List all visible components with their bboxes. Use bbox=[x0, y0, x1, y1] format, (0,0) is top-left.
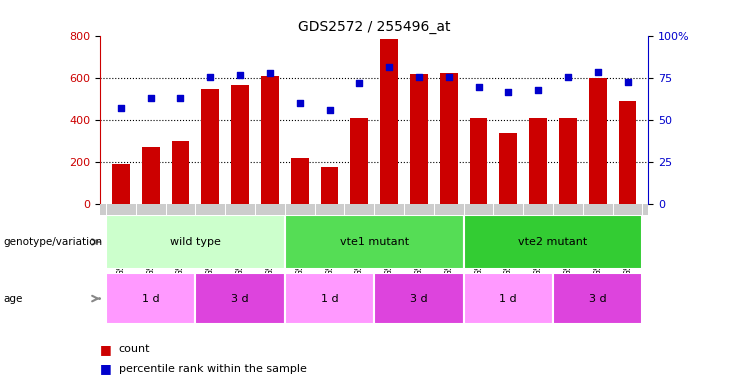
Bar bbox=[285, 215, 464, 269]
Title: GDS2572 / 255496_at: GDS2572 / 255496_at bbox=[298, 20, 451, 34]
Text: wild type: wild type bbox=[170, 237, 221, 247]
Point bbox=[234, 72, 246, 78]
Bar bbox=[261, 76, 279, 204]
Bar bbox=[589, 78, 607, 204]
Bar bbox=[172, 141, 190, 204]
Bar bbox=[196, 273, 285, 324]
Point bbox=[443, 73, 455, 79]
Point bbox=[144, 95, 156, 101]
Bar bbox=[112, 164, 130, 204]
Point bbox=[502, 89, 514, 95]
Bar bbox=[285, 273, 374, 324]
Text: 3 d: 3 d bbox=[231, 293, 249, 304]
Point bbox=[473, 84, 485, 90]
Text: 1 d: 1 d bbox=[142, 293, 159, 304]
Bar bbox=[374, 273, 464, 324]
Bar bbox=[499, 132, 517, 204]
Bar bbox=[350, 118, 368, 204]
Text: 1 d: 1 d bbox=[499, 293, 517, 304]
Text: 3 d: 3 d bbox=[410, 293, 428, 304]
Text: count: count bbox=[119, 344, 150, 354]
Text: vte1 mutant: vte1 mutant bbox=[339, 237, 409, 247]
Point bbox=[324, 107, 336, 113]
Point bbox=[622, 78, 634, 84]
Text: genotype/variation: genotype/variation bbox=[4, 237, 103, 247]
Bar bbox=[380, 38, 398, 204]
Bar bbox=[464, 215, 642, 269]
Bar bbox=[290, 157, 309, 204]
Text: 1 d: 1 d bbox=[321, 293, 339, 304]
Point bbox=[592, 68, 604, 74]
Point bbox=[293, 100, 305, 106]
Bar bbox=[619, 101, 637, 204]
Bar bbox=[231, 84, 249, 204]
Bar bbox=[464, 273, 553, 324]
Text: 3 d: 3 d bbox=[589, 293, 607, 304]
Bar bbox=[321, 167, 339, 204]
Text: ■: ■ bbox=[100, 362, 112, 375]
Text: ■: ■ bbox=[100, 343, 112, 356]
Point bbox=[413, 73, 425, 79]
Bar bbox=[106, 273, 196, 324]
Text: vte2 mutant: vte2 mutant bbox=[519, 237, 588, 247]
Bar bbox=[559, 118, 576, 204]
Bar bbox=[439, 73, 458, 204]
Point bbox=[562, 73, 574, 79]
Bar bbox=[410, 74, 428, 204]
Point bbox=[353, 80, 365, 86]
Bar bbox=[553, 273, 642, 324]
Point bbox=[205, 73, 216, 79]
Bar bbox=[202, 89, 219, 204]
Point bbox=[175, 95, 187, 101]
Text: percentile rank within the sample: percentile rank within the sample bbox=[119, 364, 307, 374]
Point bbox=[115, 105, 127, 111]
Text: age: age bbox=[4, 293, 23, 304]
Point bbox=[383, 63, 395, 70]
Bar bbox=[106, 215, 285, 269]
Point bbox=[264, 70, 276, 76]
Bar bbox=[470, 118, 488, 204]
Point bbox=[532, 87, 544, 93]
Bar bbox=[529, 118, 547, 204]
Bar bbox=[142, 147, 159, 204]
